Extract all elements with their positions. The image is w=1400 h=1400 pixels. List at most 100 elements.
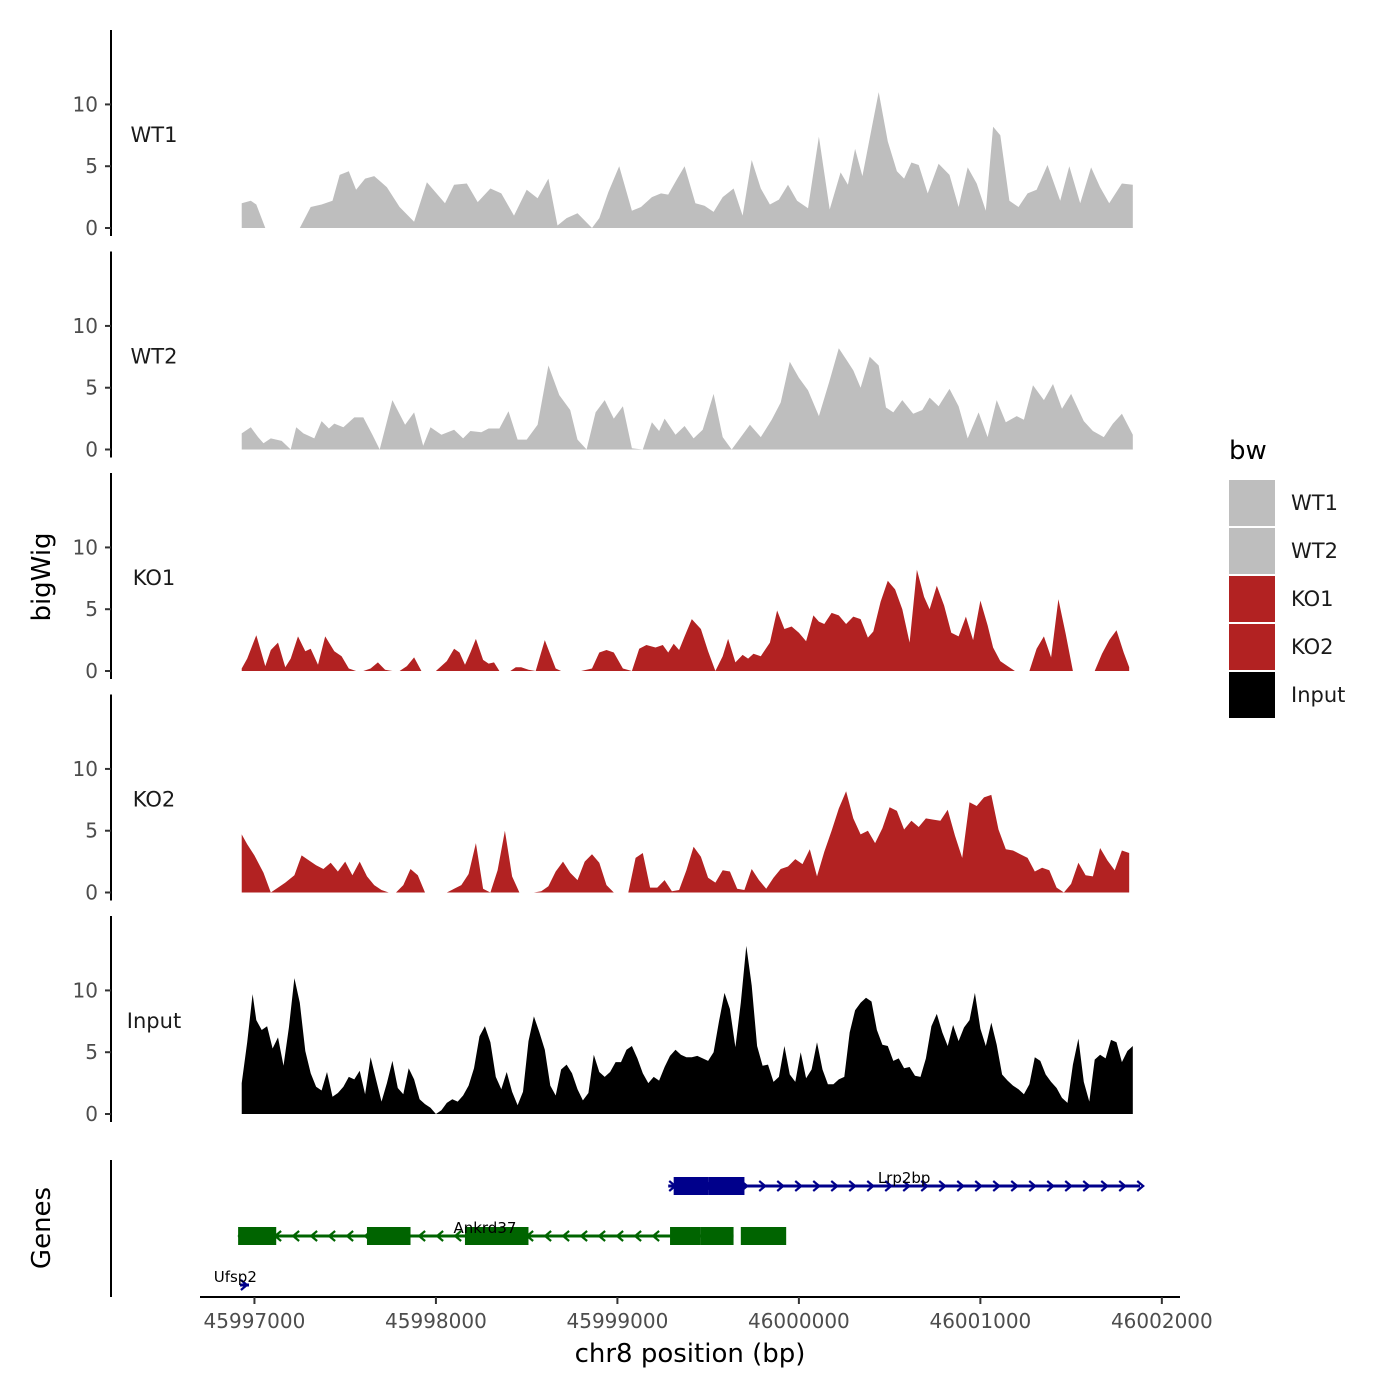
track-label-KO2: KO2 bbox=[133, 788, 176, 812]
strand-arrow bbox=[291, 1230, 300, 1242]
y-tick-label-KO1: 0 bbox=[85, 659, 98, 683]
track-WT1: 0 5 10 WT1 bbox=[73, 30, 1133, 240]
genes-layer: Ufsp2 Ankrd37 Lrp2bp bbox=[110, 1160, 1145, 1297]
x-axis-title: chr8 position (bp) bbox=[575, 1339, 806, 1369]
legend-swatch-WT2 bbox=[1229, 528, 1275, 574]
strand-arrow bbox=[974, 1180, 983, 1192]
strand-arrow bbox=[1118, 1180, 1127, 1192]
legend-swatch-KO2 bbox=[1229, 624, 1275, 670]
track-WT2: 0 5 10 WT2 bbox=[73, 251, 1133, 462]
y-tick-label-WT1: 0 bbox=[85, 216, 98, 240]
x-tick-label: 45997000 bbox=[204, 1309, 306, 1333]
strand-arrow bbox=[345, 1230, 354, 1242]
strand-arrow bbox=[884, 1180, 893, 1192]
legend-label-KO1: KO1 bbox=[1291, 587, 1334, 611]
strand-arrow bbox=[417, 1230, 426, 1242]
exon-Ankrd37 bbox=[700, 1227, 734, 1245]
x-tick-label: 45999000 bbox=[567, 1309, 669, 1333]
strand-arrow bbox=[615, 1230, 624, 1242]
y-tick-label-Input: 10 bbox=[73, 978, 98, 1002]
y-tick-label-KO2: 10 bbox=[73, 757, 98, 781]
exon-Ankrd37 bbox=[238, 1227, 277, 1245]
x-tick-label: 46000000 bbox=[748, 1309, 850, 1333]
legend-label-KO2: KO2 bbox=[1291, 635, 1334, 659]
track-label-WT2: WT2 bbox=[131, 345, 178, 369]
strand-arrow bbox=[1100, 1180, 1109, 1192]
strand-arrow bbox=[758, 1180, 767, 1192]
gene-Lrp2bp: Lrp2bp bbox=[668, 1169, 1145, 1195]
strand-arrow bbox=[794, 1180, 803, 1192]
exon-Ankrd37 bbox=[740, 1227, 787, 1245]
y-tick-label-WT2: 0 bbox=[85, 438, 98, 462]
gene-label-Lrp2bp: Lrp2bp bbox=[878, 1169, 931, 1187]
strand-arrow bbox=[1028, 1180, 1037, 1192]
strand-arrow bbox=[327, 1230, 336, 1242]
strand-arrow bbox=[1046, 1180, 1055, 1192]
tracks-layer: 0 5 10 WT1 0 5 10 WT2 0 5 10 KO1 0 5 10 KO2 0 5 10 Input bbox=[73, 30, 1133, 1126]
y-tick-label-WT1: 10 bbox=[73, 92, 98, 116]
legend-label-WT2: WT2 bbox=[1291, 539, 1338, 563]
exon-Ankrd37 bbox=[464, 1227, 529, 1245]
exon-Ankrd37 bbox=[670, 1227, 701, 1245]
legend-swatch-Input bbox=[1229, 672, 1275, 718]
strand-arrow bbox=[309, 1230, 318, 1242]
legend-title: bw bbox=[1229, 436, 1267, 466]
strand-arrow bbox=[597, 1230, 606, 1242]
track-Input: 0 5 10 Input bbox=[73, 916, 1133, 1126]
x-tick-label: 46002000 bbox=[1111, 1309, 1213, 1333]
y-tick-label-WT2: 5 bbox=[85, 376, 98, 400]
track-label-KO1: KO1 bbox=[133, 566, 176, 590]
strand-arrow bbox=[651, 1230, 660, 1242]
exon-Ankrd37 bbox=[366, 1227, 411, 1245]
y-tick-label-WT1: 5 bbox=[85, 154, 98, 178]
strand-arrow bbox=[579, 1230, 588, 1242]
exon-Lrp2bp bbox=[673, 1177, 709, 1195]
strand-arrow bbox=[453, 1230, 462, 1242]
gene-label-Ufsp2: Ufsp2 bbox=[214, 1268, 257, 1286]
x-axis: 45997000 45998000 45999000 46000000 46001000… bbox=[200, 1296, 1213, 1333]
track-label-WT1: WT1 bbox=[131, 123, 178, 147]
strand-arrow bbox=[992, 1180, 1001, 1192]
strand-arrow bbox=[1064, 1180, 1073, 1192]
signal-area-KO2 bbox=[241, 791, 1130, 893]
x-tick-label: 45998000 bbox=[385, 1309, 487, 1333]
strand-arrow bbox=[776, 1180, 785, 1192]
gene-label-Ankrd37: Ankrd37 bbox=[453, 1219, 516, 1237]
signal-area-WT1 bbox=[241, 92, 1133, 228]
y-tick-label-KO1: 5 bbox=[85, 597, 98, 621]
strand-arrow bbox=[633, 1230, 642, 1242]
legend-label-Input: Input bbox=[1291, 683, 1345, 707]
strand-arrow bbox=[1010, 1180, 1019, 1192]
strand-arrow bbox=[435, 1230, 444, 1242]
legend: bw WT1 WT2 KO1 KO2 Input bbox=[1229, 436, 1345, 718]
strand-arrow bbox=[812, 1180, 821, 1192]
y-tick-label-Input: 5 bbox=[85, 1040, 98, 1064]
strand-arrow bbox=[830, 1180, 839, 1192]
y-tick-label-KO2: 5 bbox=[85, 819, 98, 843]
y-tick-label-KO1: 10 bbox=[73, 535, 98, 559]
signal-area-KO1 bbox=[241, 569, 1130, 671]
strand-arrow bbox=[938, 1180, 947, 1192]
y-tick-label-WT2: 10 bbox=[73, 314, 98, 338]
track-KO1: 0 5 10 KO1 bbox=[73, 473, 1130, 683]
legend-swatch-WT1 bbox=[1229, 480, 1275, 526]
y-tick-label-KO2: 0 bbox=[85, 881, 98, 905]
legend-swatch-KO1 bbox=[1229, 576, 1275, 622]
strand-arrow bbox=[1082, 1180, 1091, 1192]
genes-axis-title: Genes bbox=[27, 1187, 57, 1269]
track-KO2: 0 5 10 KO2 bbox=[73, 694, 1130, 905]
legend-label-WT1: WT1 bbox=[1291, 491, 1338, 515]
strand-arrow bbox=[1136, 1180, 1145, 1192]
gene-Ankrd37: Ankrd37 bbox=[237, 1219, 787, 1245]
signal-area-Input bbox=[241, 945, 1133, 1114]
y-axis-title: bigWig bbox=[27, 532, 57, 621]
strand-arrow bbox=[848, 1180, 857, 1192]
strand-arrow bbox=[543, 1230, 552, 1242]
gene-Ufsp2: Ufsp2 bbox=[214, 1268, 257, 1291]
signal-area-WT2 bbox=[241, 348, 1133, 450]
x-tick-label: 46001000 bbox=[929, 1309, 1031, 1333]
strand-arrow bbox=[920, 1180, 929, 1192]
strand-arrow bbox=[561, 1230, 570, 1242]
strand-arrow bbox=[240, 1279, 249, 1291]
